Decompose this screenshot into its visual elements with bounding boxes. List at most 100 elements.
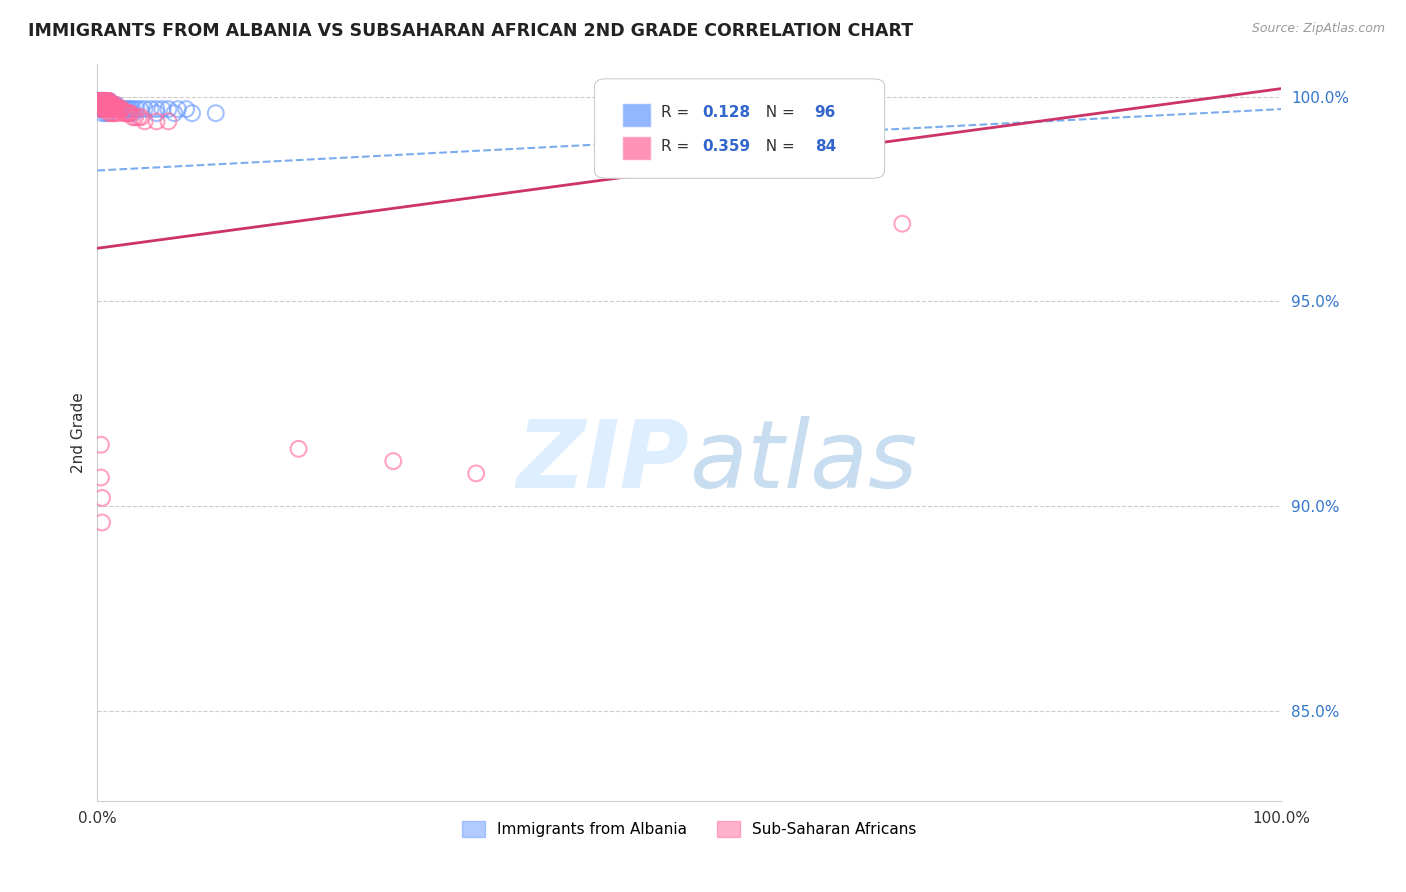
Point <box>96 98 118 112</box>
Point <box>91 98 114 112</box>
Point <box>114 106 136 120</box>
Point <box>107 102 129 116</box>
Point <box>107 102 129 116</box>
Point <box>94 98 117 112</box>
Point <box>89 98 111 112</box>
Point <box>98 106 121 120</box>
Point <box>91 94 114 108</box>
Point <box>91 98 114 112</box>
Point <box>174 102 197 116</box>
Point <box>91 98 114 112</box>
Point <box>96 94 118 108</box>
Point <box>94 98 117 112</box>
Point <box>94 94 117 108</box>
Point <box>97 94 120 108</box>
Point <box>100 102 122 116</box>
Text: ZIP: ZIP <box>516 416 689 508</box>
Legend: Immigrants from Albania, Sub-Saharan Africans: Immigrants from Albania, Sub-Saharan Afr… <box>454 814 925 845</box>
Point <box>91 98 114 112</box>
Point <box>139 102 162 116</box>
Point <box>89 98 111 112</box>
Point <box>90 94 112 108</box>
Point <box>100 98 122 112</box>
Point <box>98 98 121 112</box>
Point <box>134 102 156 116</box>
Point <box>100 98 122 112</box>
Point <box>91 98 114 112</box>
Point <box>108 102 131 116</box>
Text: IMMIGRANTS FROM ALBANIA VS SUBSAHARAN AFRICAN 2ND GRADE CORRELATION CHART: IMMIGRANTS FROM ALBANIA VS SUBSAHARAN AF… <box>28 22 914 40</box>
Point <box>93 102 115 116</box>
Bar <box>621 136 651 160</box>
Point <box>97 106 120 120</box>
Point <box>98 94 121 108</box>
Point <box>120 102 142 116</box>
Point <box>90 98 112 112</box>
Point <box>96 102 118 116</box>
Point <box>94 106 117 120</box>
Point <box>96 102 118 116</box>
Point <box>108 102 131 116</box>
Point <box>90 102 112 116</box>
Point <box>90 94 112 108</box>
Point <box>465 467 488 481</box>
Point <box>104 102 127 116</box>
Point <box>110 102 132 116</box>
Point <box>107 106 129 120</box>
Point <box>91 94 114 108</box>
Point <box>89 94 111 108</box>
Point <box>287 442 309 456</box>
Point <box>118 106 141 120</box>
Point <box>103 98 125 112</box>
Point <box>100 98 122 112</box>
Point <box>112 102 135 116</box>
Point <box>104 98 127 112</box>
Point <box>97 98 120 112</box>
Point <box>105 102 128 116</box>
Point <box>104 106 127 120</box>
Point <box>129 110 152 124</box>
Point <box>145 106 167 120</box>
Point <box>91 491 114 505</box>
Point <box>107 102 129 116</box>
Point <box>91 94 114 108</box>
Text: R =: R = <box>661 105 695 120</box>
Point <box>91 102 114 116</box>
Point <box>91 102 114 116</box>
Point <box>96 98 118 112</box>
Point <box>157 102 180 116</box>
Point <box>97 94 120 108</box>
Point <box>94 98 117 112</box>
Point <box>90 98 112 112</box>
Text: N =: N = <box>755 105 799 120</box>
Point <box>89 94 111 108</box>
Point <box>112 106 135 120</box>
Point <box>91 102 114 116</box>
Point <box>94 102 117 116</box>
Point <box>117 102 139 116</box>
Point <box>145 114 167 128</box>
Point <box>91 94 114 108</box>
Point <box>115 106 138 120</box>
Point <box>97 102 120 116</box>
Point <box>145 102 167 116</box>
Point <box>124 110 146 124</box>
Point <box>93 98 115 112</box>
Point <box>125 102 148 116</box>
Point <box>91 94 114 108</box>
Point <box>100 102 122 116</box>
Text: atlas: atlas <box>689 417 918 508</box>
Point <box>91 94 114 108</box>
Point <box>94 102 117 116</box>
Point <box>93 102 115 116</box>
Point <box>128 110 150 124</box>
Bar <box>621 103 651 127</box>
Point <box>152 102 174 116</box>
Point <box>163 106 186 120</box>
Point <box>120 106 142 120</box>
Point <box>96 102 118 116</box>
Point <box>166 102 188 116</box>
Point <box>94 102 117 116</box>
Point <box>91 102 114 116</box>
Point <box>121 110 143 124</box>
